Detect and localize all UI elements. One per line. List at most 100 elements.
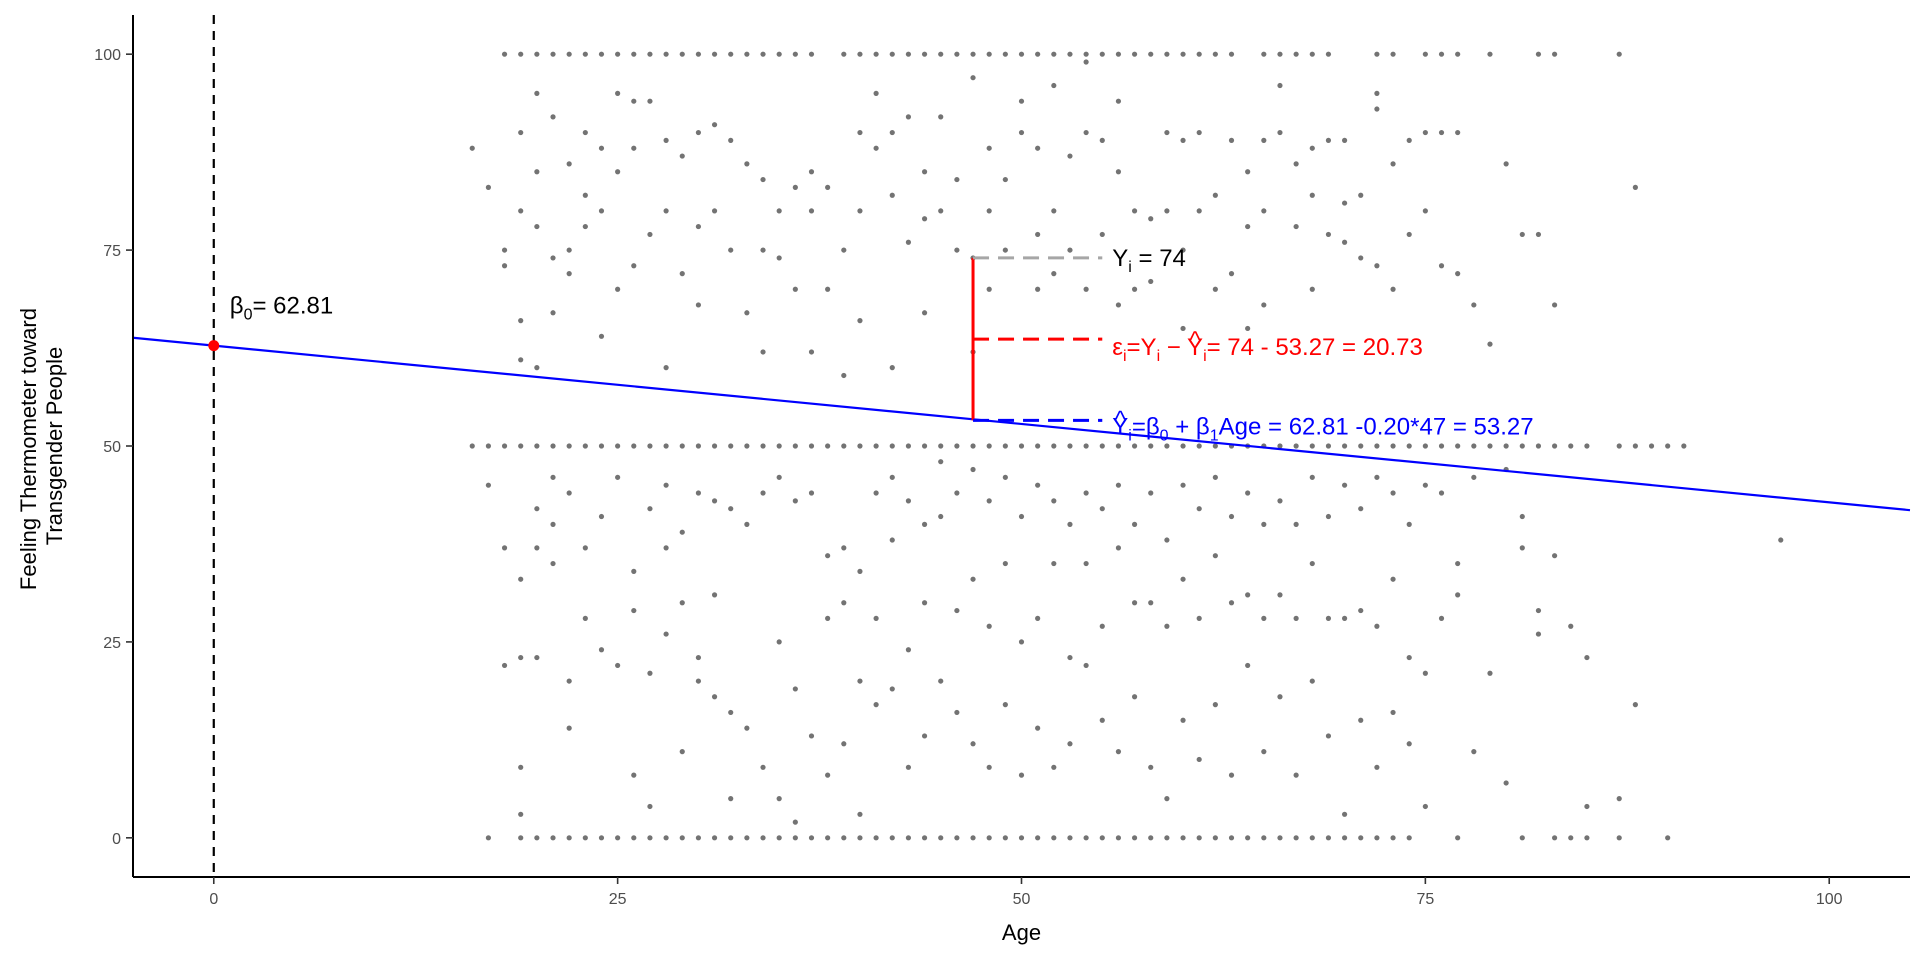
data-point bbox=[1584, 835, 1590, 841]
data-point bbox=[1261, 615, 1267, 622]
data-point bbox=[631, 51, 637, 57]
data-point bbox=[534, 835, 540, 841]
y-tick-label: 75 bbox=[103, 243, 121, 260]
data-point bbox=[550, 560, 556, 567]
data-point bbox=[744, 725, 750, 731]
data-point bbox=[1115, 545, 1122, 551]
data-point bbox=[679, 443, 685, 449]
data-point bbox=[647, 443, 653, 449]
data-point bbox=[1051, 208, 1057, 214]
data-point bbox=[825, 772, 831, 778]
y-axis-title: Feeling Thermometer toward Transgender P… bbox=[16, 302, 67, 590]
data-point bbox=[1309, 474, 1315, 480]
data-point bbox=[1455, 51, 1461, 57]
data-point bbox=[1341, 811, 1348, 817]
data-point bbox=[1390, 576, 1396, 582]
data-point bbox=[1067, 51, 1073, 57]
data-point bbox=[970, 741, 976, 747]
data-point bbox=[954, 176, 960, 183]
data-point bbox=[1552, 835, 1558, 841]
beta0-annotation: β0= 62.81 bbox=[230, 293, 333, 324]
data-point bbox=[841, 372, 847, 379]
data-point bbox=[1455, 835, 1461, 841]
data-point bbox=[485, 835, 491, 841]
data-point bbox=[1422, 129, 1428, 136]
data-point bbox=[615, 286, 621, 292]
data-point bbox=[1051, 560, 1057, 567]
data-point bbox=[582, 443, 588, 449]
data-point bbox=[518, 835, 524, 841]
data-point bbox=[1325, 137, 1332, 143]
data-point bbox=[1164, 208, 1170, 214]
data-point bbox=[728, 137, 734, 143]
data-point bbox=[905, 835, 912, 841]
data-point bbox=[1051, 51, 1057, 57]
data-point bbox=[1245, 490, 1251, 496]
data-point bbox=[792, 443, 798, 449]
data-point bbox=[598, 443, 605, 449]
data-point bbox=[1374, 263, 1380, 269]
data-point bbox=[1131, 208, 1138, 214]
data-point bbox=[663, 631, 669, 637]
data-point bbox=[1293, 443, 1299, 449]
data-point bbox=[1341, 835, 1348, 841]
data-point bbox=[1665, 835, 1671, 841]
data-point bbox=[1245, 325, 1251, 332]
data-point bbox=[1002, 835, 1008, 841]
axis-ticks: 0 25 50 75 100 0 25 50 75 100 bbox=[94, 47, 1842, 908]
data-point bbox=[970, 75, 976, 81]
data-point bbox=[1584, 654, 1590, 661]
data-point bbox=[550, 474, 556, 480]
data-point bbox=[1196, 129, 1202, 136]
data-point bbox=[647, 51, 653, 57]
data-point bbox=[1180, 482, 1186, 488]
data-point bbox=[986, 51, 992, 57]
data-point bbox=[615, 169, 621, 175]
data-point bbox=[679, 600, 685, 606]
data-point bbox=[695, 678, 702, 684]
data-point bbox=[1083, 443, 1089, 449]
data-point bbox=[1471, 302, 1477, 308]
data-point bbox=[1681, 443, 1687, 449]
data-point bbox=[808, 51, 815, 57]
data-point bbox=[1018, 51, 1025, 57]
data-point bbox=[1035, 145, 1041, 151]
data-point bbox=[711, 592, 718, 598]
data-point bbox=[1358, 255, 1364, 261]
data-point bbox=[808, 208, 815, 214]
data-point bbox=[582, 835, 588, 841]
data-point bbox=[1374, 90, 1380, 96]
data-point bbox=[1309, 145, 1315, 151]
data-point bbox=[986, 443, 992, 449]
data-point bbox=[1568, 623, 1574, 629]
data-point bbox=[1519, 835, 1525, 841]
data-point bbox=[1035, 835, 1041, 841]
data-point bbox=[501, 247, 508, 253]
data-point bbox=[1115, 302, 1122, 308]
data-point bbox=[1245, 223, 1251, 230]
data-point bbox=[938, 678, 944, 684]
data-point bbox=[1067, 654, 1073, 661]
data-point bbox=[889, 192, 895, 198]
x-tick-label: 75 bbox=[1416, 891, 1434, 908]
data-point bbox=[744, 51, 750, 57]
data-point bbox=[1180, 247, 1186, 253]
data-point bbox=[1487, 51, 1493, 57]
data-point bbox=[550, 443, 556, 449]
data-point bbox=[1083, 286, 1089, 292]
data-point bbox=[841, 545, 847, 551]
data-point bbox=[1261, 749, 1267, 755]
data-point bbox=[663, 208, 669, 214]
data-point bbox=[1228, 772, 1235, 778]
data-point bbox=[1196, 756, 1202, 763]
data-point bbox=[1196, 208, 1202, 214]
data-point bbox=[760, 764, 766, 770]
data-point bbox=[550, 835, 556, 841]
data-point bbox=[534, 506, 540, 512]
data-point bbox=[808, 169, 815, 175]
data-point bbox=[1487, 443, 1493, 449]
data-point bbox=[1099, 835, 1105, 841]
data-point bbox=[921, 310, 928, 316]
data-point bbox=[518, 443, 524, 449]
data-point bbox=[663, 365, 669, 371]
